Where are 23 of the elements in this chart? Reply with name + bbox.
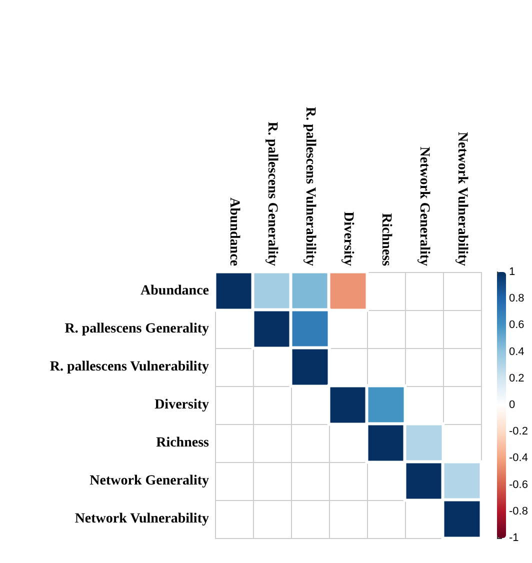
color-bar-label: 0	[509, 399, 516, 411]
x-tick-label: Network Generality	[416, 146, 432, 266]
x-tick-label: Network Vulnerability	[454, 132, 470, 266]
y-tick-label: Network Generality	[90, 474, 209, 488]
color-bar-label: 1	[509, 266, 516, 278]
color-bar-label: -0.6	[509, 478, 528, 491]
y-tick-label: Diversity	[154, 398, 209, 412]
color-bar-label: -0.8	[509, 505, 528, 518]
color-bar-label: 0.4	[509, 346, 524, 358]
y-tick-label: Network Vulnerability	[74, 512, 209, 526]
x-tick-label: Richness	[378, 213, 394, 267]
color-bar-label: 0.6	[509, 319, 524, 332]
color-bar-label: 0.8	[509, 292, 524, 305]
x-tick-label: R. pallescens Vulnerability	[302, 106, 318, 266]
x-tick-label: Diversity	[340, 212, 356, 266]
color-bar-label: -0.2	[509, 426, 528, 438]
y-tick-label: Abundance	[140, 284, 209, 298]
color-bar-label: -0.4	[509, 452, 528, 464]
y-tick-label: R. pallescens Vulnerability	[50, 360, 209, 374]
color-bar-label: -1	[509, 532, 519, 544]
color-bar-label: 0.2	[509, 372, 524, 384]
y-tick-label: R. pallescens Generality	[64, 322, 209, 336]
y-tick-label: Richness	[156, 436, 210, 450]
